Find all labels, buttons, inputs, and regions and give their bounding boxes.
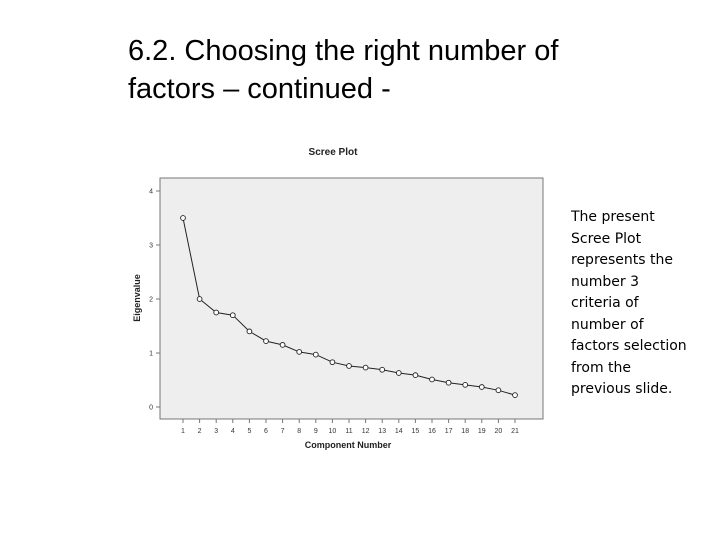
- data-point: [213, 309, 220, 316]
- chart-title: Scree Plot: [309, 147, 359, 158]
- side-note-line: factors selection: [571, 338, 687, 354]
- y-tick-label: 2: [149, 297, 153, 304]
- x-tick-label: 13: [378, 428, 386, 435]
- side-note-line: criteria of: [571, 295, 639, 311]
- side-note: The present Scree Plot represents the nu…: [571, 207, 711, 401]
- x-axis-label: Component Number: [305, 440, 392, 450]
- x-tick-label: 20: [495, 428, 503, 435]
- x-tick-label: 21: [511, 428, 519, 435]
- x-tick-label: 3: [214, 428, 218, 435]
- data-point: [512, 392, 518, 398]
- plot-area: [159, 177, 544, 420]
- x-tick-label: 15: [412, 428, 420, 435]
- side-note-line: from the: [571, 359, 632, 376]
- data-point: [329, 359, 336, 366]
- y-tick-label: 0: [149, 405, 153, 412]
- x-tick-label: 7: [281, 428, 285, 435]
- slide-title-line-2: factors – continued -: [128, 73, 391, 105]
- side-note-line: number of: [571, 316, 644, 333]
- data-point: [229, 312, 236, 319]
- side-note-line: previous slide.: [571, 381, 673, 397]
- data-point: [395, 370, 402, 376]
- data-point: [196, 296, 203, 302]
- slide-title-line-1: 6.2. Choosing the right number of: [128, 35, 559, 67]
- data-point: [263, 338, 269, 344]
- data-point: [346, 363, 352, 369]
- x-tick-label: 14: [395, 428, 403, 435]
- data-point: [180, 215, 186, 221]
- x-tick-label: 17: [445, 428, 453, 435]
- x-tick-label: 1: [181, 428, 185, 435]
- data-point: [312, 351, 319, 358]
- data-point: [445, 379, 452, 386]
- y-tick-label: 3: [149, 243, 153, 250]
- data-point: [362, 364, 369, 371]
- x-tick-label: 6: [264, 428, 268, 435]
- data-point: [296, 349, 303, 355]
- slide-title: 6.2. Choosing the right number of factor…: [128, 32, 648, 108]
- y-tick-label: 4: [149, 189, 153, 196]
- scree-plot: Scree Plot Component Number Eigenvalue 0…: [132, 147, 544, 450]
- data-point: [412, 372, 419, 378]
- data-point: [429, 376, 435, 383]
- data-point: [462, 382, 469, 388]
- x-tick-label: 9: [314, 428, 318, 435]
- y-axis-label: Eigenvalue: [132, 274, 142, 322]
- data-point: [478, 384, 485, 390]
- side-note-line: The present: [571, 209, 655, 225]
- x-tick-label: 19: [478, 428, 486, 435]
- x-tick-label: 2: [198, 428, 202, 435]
- data-point: [279, 342, 286, 348]
- x-tick-label: 12: [362, 428, 370, 435]
- x-tick-label: 8: [297, 428, 301, 435]
- x-tick-label: 16: [428, 428, 436, 435]
- side-note-line: represents the: [571, 252, 673, 268]
- x-tick-label: 10: [329, 428, 337, 435]
- y-tick-label: 1: [149, 351, 153, 358]
- side-note-line: number 3: [571, 273, 639, 290]
- x-tick-label: 4: [231, 428, 235, 435]
- data-point: [379, 366, 386, 373]
- side-note-line: Scree Plot: [571, 230, 642, 247]
- x-tick-label: 5: [247, 428, 251, 435]
- data-point: [246, 328, 253, 335]
- data-point: [495, 387, 502, 394]
- x-tick-label: 11: [345, 428, 352, 435]
- x-tick-label: 18: [461, 428, 469, 435]
